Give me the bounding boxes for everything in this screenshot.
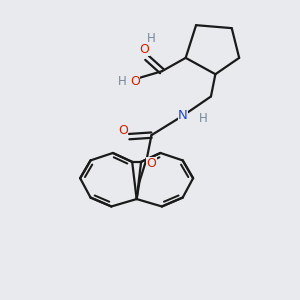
Text: O: O (130, 74, 140, 88)
Text: H: H (147, 32, 156, 45)
Text: H: H (118, 74, 127, 88)
Text: H: H (199, 112, 207, 125)
Text: O: O (118, 124, 128, 136)
Text: O: O (140, 43, 150, 56)
Text: O: O (146, 157, 156, 170)
Text: N: N (178, 109, 188, 122)
